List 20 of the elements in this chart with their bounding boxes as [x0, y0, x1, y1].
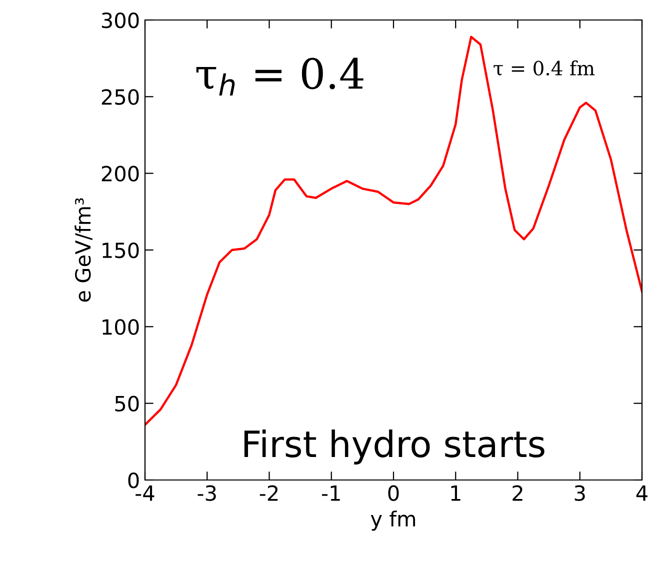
- line-series: [145, 36, 642, 426]
- y-tick-label: 300: [102, 12, 139, 28]
- x-tick-label: 1: [451, 486, 460, 501]
- y-tick-label: 50: [115, 396, 139, 412]
- x-tick-label: -2: [260, 485, 278, 501]
- annotation: First hydro starts: [244, 430, 544, 465]
- x-tick-label: 0: [388, 485, 399, 501]
- x-tick-label: -3: [198, 485, 216, 501]
- y-tick-label: 150: [102, 242, 139, 258]
- y-tick-label: 200: [102, 166, 139, 182]
- x-axis-title: y fm: [370, 510, 416, 531]
- x-tick-label: 3: [574, 485, 585, 501]
- annotation: τ = 0.4 fm: [494, 60, 595, 76]
- y-tick-label: 250: [102, 89, 139, 105]
- y-axis-title: e GeV/fm³: [74, 198, 92, 302]
- x-tick-label: 4: [636, 486, 648, 501]
- annotation: τ$_{h}$ = 0.4: [196, 58, 364, 96]
- y-tick-label: 100: [102, 319, 139, 335]
- x-tick-label: 2: [512, 485, 522, 501]
- x-tick-label: -1: [322, 486, 340, 501]
